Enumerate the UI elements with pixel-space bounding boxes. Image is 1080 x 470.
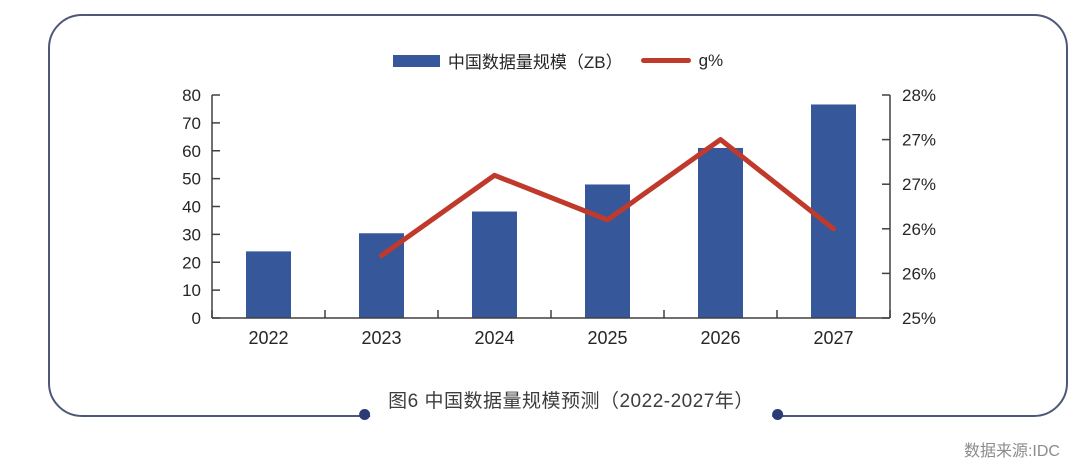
bar-2022 [246,251,291,318]
chart-legend: 中国数据量规模（ZB） g% [50,48,1066,73]
left-axis-label: 0 [192,309,201,328]
figure-card: 中国数据量规模（ZB） g% 0 10 20 30 40 50 60 70 80 25% 26% 26… [48,14,1068,424]
left-axis-label: 30 [182,225,201,244]
x-axis-label: 2027 [813,328,853,348]
bar-2025 [585,184,630,318]
figure-caption: 图6 中国数据量规模预测（2022-2027年） [359,386,783,424]
left-axis-label: 20 [182,253,201,272]
bar-2027 [811,104,856,318]
x-axis-label: 2026 [700,328,740,348]
caption-right-dot-icon [771,409,783,420]
x-axis-label: 2022 [248,328,288,348]
growth-rate-line [379,137,836,259]
chart-area: 0 10 20 30 40 50 60 70 80 25% 26% 26% 27% 27% 28% 2022 2… [152,82,962,367]
data-source-note: 数据来源:IDC [963,443,1060,460]
caption-left-dot-icon [359,409,371,420]
x-axis-label: 2025 [587,328,627,348]
right-axis-label: 26% [902,264,936,283]
bar-series-swatch [392,54,440,67]
combo-chart: 0 10 20 30 40 50 60 70 80 25% 26% 26% 27% 27% 28% 2022 2… [182,86,936,348]
right-axis-label: 26% [902,220,936,239]
x-axis-label: 2023 [361,328,401,348]
left-axis-label: 70 [182,114,201,133]
line-series-label: g% [698,50,724,70]
left-axis-label: 60 [182,142,201,161]
right-axis-label: 25% [902,309,936,328]
left-axis-label: 80 [182,86,201,105]
bar-2026 [698,147,743,318]
x-axis-label: 2024 [474,328,514,348]
left-axis-label: 50 [182,170,201,189]
bar-2024 [472,211,517,318]
bar-series-label: 中国数据量规模（ZB） [447,53,623,72]
right-axis-label: 28% [902,86,936,105]
left-axis-label: 40 [182,198,201,217]
right-axis-label: 27% [902,175,936,194]
line-series-swatch [640,58,691,63]
left-axis-label: 10 [182,281,201,300]
figure-caption-text: 图6 中国数据量规模预测（2022-2027年） [370,386,772,424]
right-axis-label: 27% [902,131,936,150]
